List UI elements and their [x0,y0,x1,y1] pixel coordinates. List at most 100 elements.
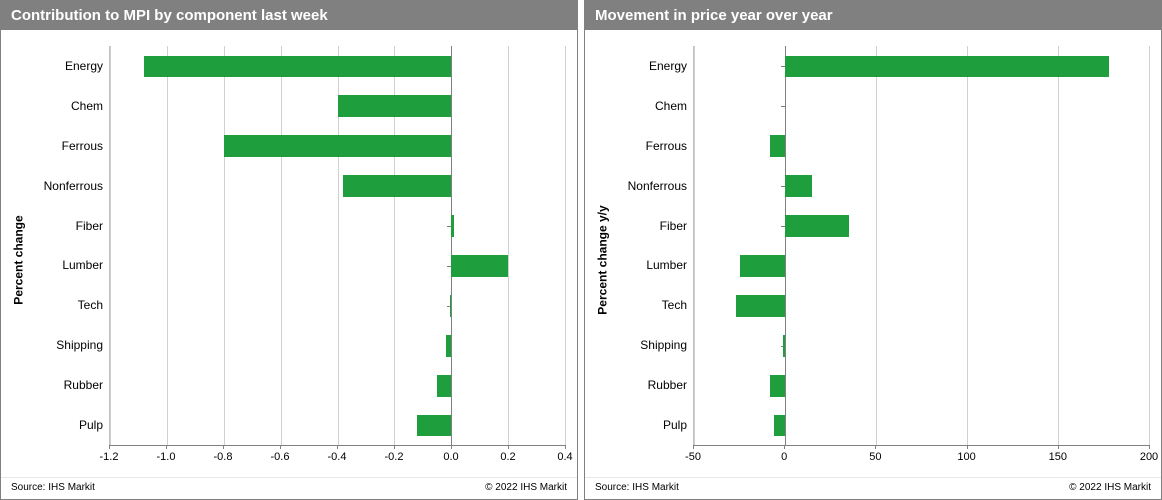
panel-footer: Source: IHS Markit © 2022 IHS Markit [1,477,577,499]
bar [736,295,785,317]
copyright-text: © 2022 IHS Markit [1069,482,1151,493]
xtick-label: 0.0 [443,451,458,463]
bars-area [109,46,565,445]
xtick-mark [693,445,694,449]
bars-area [693,46,1149,445]
bar [338,95,452,117]
category-label: Shipping [29,325,109,365]
xtick-mark [1058,445,1059,449]
bar [783,335,785,357]
xtick-label: 50 [869,451,881,463]
copyright-text: © 2022 IHS Markit [485,482,567,493]
category-label: Chem [613,86,693,126]
y-tickmark [781,106,785,107]
xtick-mark [784,445,785,449]
bar [740,255,786,277]
bar-rows [694,46,1149,445]
xtick-mark [565,445,566,449]
xaxis-row: -50050100150200 [613,445,1149,473]
bar-row [694,86,1149,126]
bar [437,375,451,397]
ylabel-wrap: Percent change [9,46,29,473]
bar-row [110,206,565,246]
plot-wrap: EnergyChemFerrousNonferrousFiberLumberTe… [613,46,1149,473]
category-label: Nonferrous [613,166,693,206]
bar [785,175,812,197]
xtick-label: -0.8 [214,451,233,463]
bar-row [110,365,565,405]
bar [417,415,451,437]
bar [774,415,785,437]
bar-row [110,126,565,166]
bar-row [110,46,565,86]
bar-row [694,166,1149,206]
source-text: Source: IHS Markit [11,482,95,493]
xtick-label: 0 [781,451,787,463]
bar-row [110,325,565,365]
chart-panel-right: Movement in price year over year Percent… [584,0,1162,500]
xtick-label: -0.4 [328,451,347,463]
bar [451,215,454,237]
xtick-label: -0.2 [385,451,404,463]
gridline [565,46,566,445]
xtick-label: -0.6 [271,451,290,463]
category-label: Lumber [613,246,693,286]
category-label: Tech [613,285,693,325]
ylabel-wrap: Percent change y/y [593,46,613,473]
xtick-mark [280,445,281,449]
bar-row [110,285,565,325]
bar-row [110,246,565,286]
bar-row [694,325,1149,365]
bar [785,215,849,237]
bar-row [694,285,1149,325]
chart-body: Percent change EnergyChemFerrousNonferro… [1,30,577,477]
category-column: EnergyChemFerrousNonferrousFiberLumberTe… [613,46,693,445]
xtick-label: -1.0 [157,451,176,463]
category-label: Ferrous [613,126,693,166]
category-label: Nonferrous [29,166,109,206]
category-label: Lumber [29,246,109,286]
ylabel: Percent change y/y [596,205,610,314]
bar-row [694,246,1149,286]
xtick-mark [337,445,338,449]
xtick-mark [109,445,110,449]
xtick-mark [166,445,167,449]
category-label: Rubber [613,365,693,405]
xtick-mark [223,445,224,449]
bar [224,135,452,157]
chart-body: Percent change y/y EnergyChemFerrousNonf… [585,30,1161,477]
xtick-label: 100 [957,451,975,463]
bar-row [694,126,1149,166]
xaxis-row: -1.2-1.0-0.8-0.6-0.4-0.20.00.20.4 [29,445,565,473]
plot-grid: EnergyChemFerrousNonferrousFiberLumberTe… [29,46,565,445]
bar [144,56,451,78]
xtick-label: -1.2 [100,451,119,463]
bar [446,335,452,357]
bar [770,375,785,397]
category-label: Ferrous [29,126,109,166]
bar [450,295,451,317]
bar [785,56,1109,78]
chart-title: Movement in price year over year [585,1,1161,30]
category-label: Rubber [29,365,109,405]
xtick-label: 150 [1049,451,1067,463]
xtick-mark [508,445,509,449]
xtick-mark [394,445,395,449]
xtick-label: -50 [685,451,701,463]
xtick-label: 0.2 [500,451,515,463]
bar [343,175,451,197]
bar-row [694,365,1149,405]
bar-row [694,405,1149,445]
xtick-mark [875,445,876,449]
plot-grid: EnergyChemFerrousNonferrousFiberLumberTe… [613,46,1149,445]
chart-panel-left: Contribution to MPI by component last we… [0,0,578,500]
plot-wrap: EnergyChemFerrousNonferrousFiberLumberTe… [29,46,565,473]
bar-row [694,206,1149,246]
xtick-label: 0.4 [557,451,572,463]
xaxis-labels: -50050100150200 [693,445,1149,473]
category-label: Pulp [29,405,109,445]
bar-row [110,86,565,126]
category-label: Shipping [613,325,693,365]
xtick-mark [451,445,452,449]
bar-rows [110,46,565,445]
